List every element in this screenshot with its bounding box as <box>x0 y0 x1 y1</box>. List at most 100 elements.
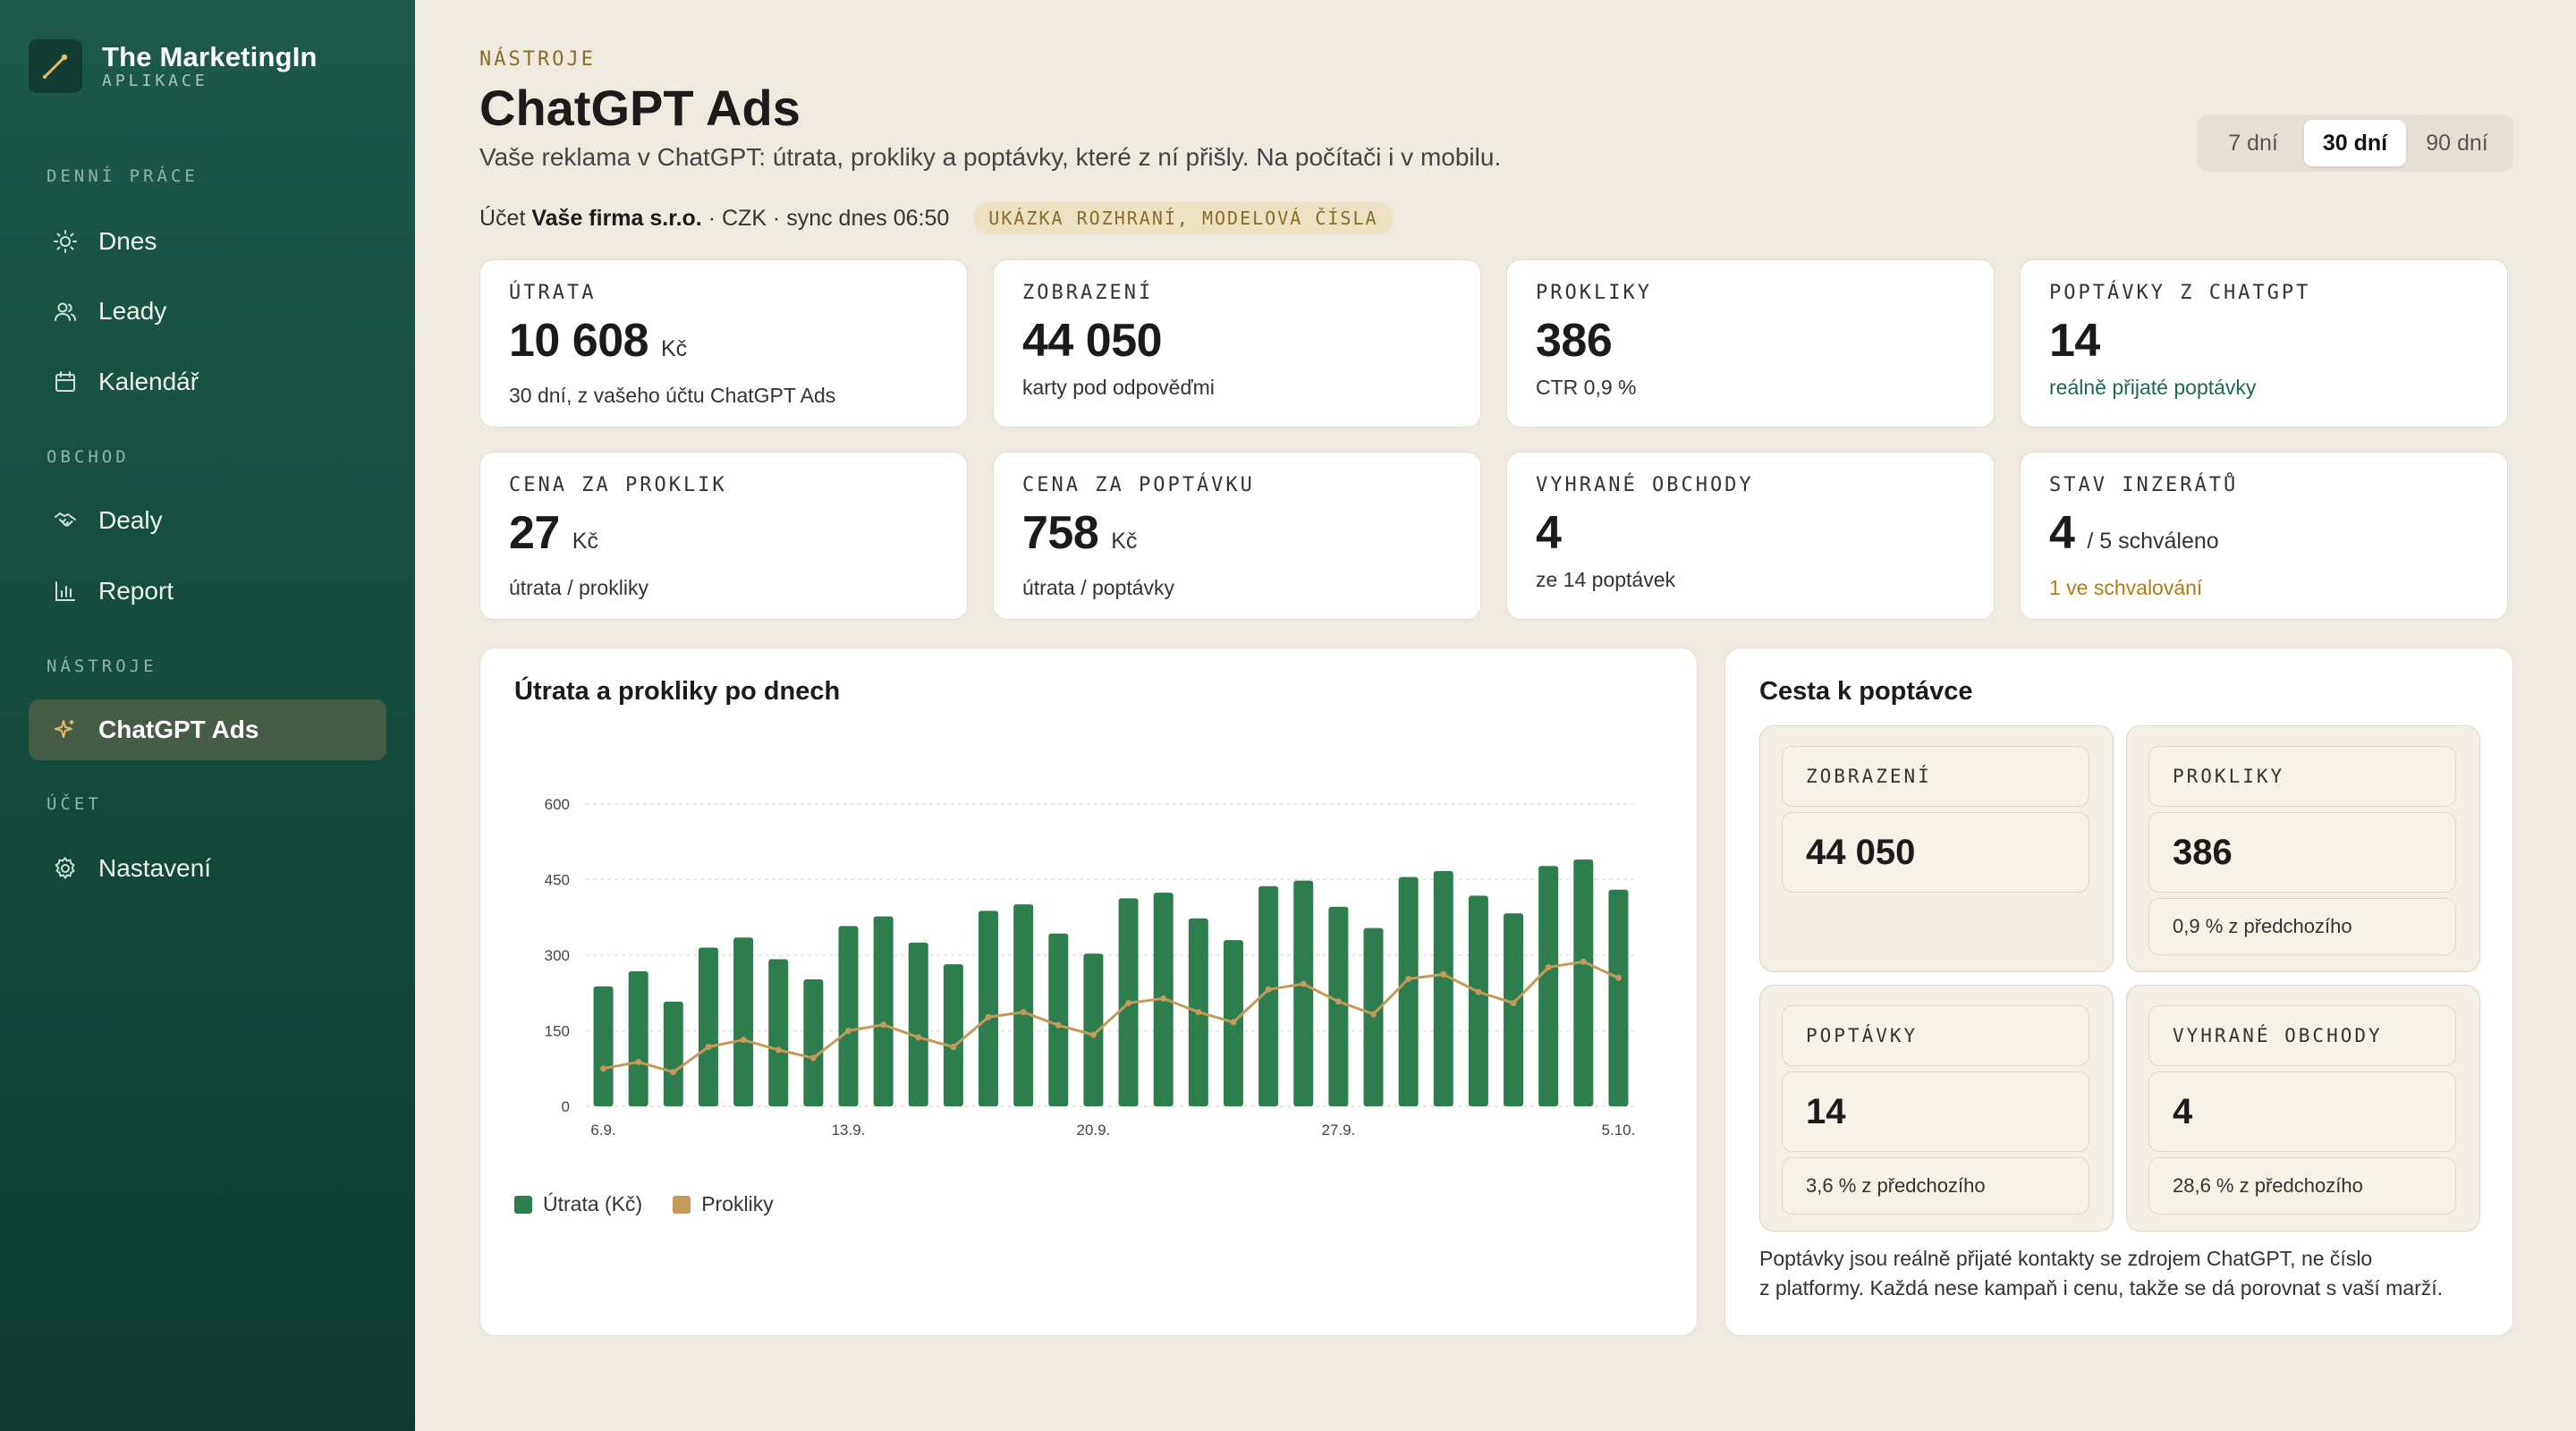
funnel-step-clicks: PROKLIKY 386 0,9 % z předchozího <box>2126 725 2480 972</box>
kpi-value: 758 Kč <box>1022 507 1452 567</box>
clicks-point <box>1440 970 1447 978</box>
kpi-label: VYHRANÉ OBCHODY <box>1536 474 1754 496</box>
chart-title: Útrata a prokliky po dnech <box>514 677 841 706</box>
clicks-point <box>705 1044 712 1051</box>
kpi-value: 4 / 5 schváleno <box>2049 507 2479 567</box>
clicks-point <box>635 1058 642 1065</box>
clicks-point <box>1475 988 1482 995</box>
kpi-value: 27 Kč <box>509 507 938 567</box>
sidebar-item-dealy[interactable]: Dealy <box>29 490 386 551</box>
brand-name: The MarketingIn <box>102 41 318 72</box>
bar <box>908 942 928 1106</box>
bar <box>1293 880 1314 1106</box>
sidebar-item-label: Nastavení <box>98 854 212 882</box>
kpi-note: CTR 0,9 % <box>1536 376 1637 399</box>
clicks-point <box>1614 974 1622 981</box>
kpi-note: reálně přijaté poptávky <box>2049 376 2257 399</box>
y-tick-label: 300 <box>545 947 570 964</box>
clicks-point <box>1089 1031 1097 1038</box>
gear-icon <box>50 853 80 884</box>
legend-swatch-clicks <box>673 1195 691 1214</box>
bar <box>1608 889 1629 1106</box>
range-30-days-button[interactable]: 30 dní <box>2304 120 2406 166</box>
kpi-label: CENA ZA POPTÁVKU <box>1022 474 1255 496</box>
kpi-label: CENA ZA PROKLIK <box>509 474 727 496</box>
sidebar-item-dnes[interactable]: Dnes <box>29 211 386 272</box>
funnel-step-note: 0,9 % z předchozího <box>2148 898 2456 955</box>
kpi-number: 44 050 <box>1022 315 1163 367</box>
brand-subtitle: APLIKACE <box>102 72 208 90</box>
clicks-point <box>1230 1019 1237 1026</box>
nav-section-account: ÚČET <box>47 794 102 814</box>
bar <box>1328 906 1349 1106</box>
kpi-note: útrata / poptávky <box>1022 576 1175 599</box>
sidebar-item-label: Report <box>98 577 174 605</box>
clicks-point <box>809 1054 817 1062</box>
kpi-number: 4 <box>1536 507 1562 559</box>
funnel-step-impressions: ZOBRAZENÍ 44 050 <box>1759 725 2114 972</box>
kpi-number: 758 <box>1022 507 1099 559</box>
kpi-value: 14 <box>2049 315 2479 367</box>
kpi-label: STAV INZERÁTŮ <box>2049 474 2239 496</box>
demo-badge: UKÁZKA ROZHRANÍ, MODELOVÁ ČÍSLA <box>974 202 1393 234</box>
account-meta: · CZK · sync dnes 06:50 <box>708 205 950 231</box>
kpi-label: ÚTRATA <box>509 282 597 304</box>
bar <box>1468 895 1488 1106</box>
funnel-footnote: Poptávky jsou reálně přijaté kontakty se… <box>1759 1244 2475 1303</box>
kpi-card-won-deals: VYHRANÉ OBCHODY 4 ze 14 poptávek <box>1506 452 1995 620</box>
clicks-point <box>950 1044 957 1051</box>
sidebar-item-kalendar[interactable]: Kalendář <box>29 351 386 412</box>
funnel-step-value: 386 <box>2148 812 2456 893</box>
y-tick-label: 600 <box>545 796 570 813</box>
kpi-unit: Kč <box>1111 529 1138 554</box>
kpi-note: 1 ve schvalování <box>2049 576 2203 599</box>
kpi-value: 386 <box>1536 315 1965 367</box>
bar <box>979 910 999 1106</box>
kpi-label: POPTÁVKY Z CHATGPT <box>2049 282 2311 304</box>
funnel-step-note: 3,6 % z předchozího <box>1782 1157 2089 1215</box>
bar <box>873 916 894 1106</box>
range-90-days-button[interactable]: 90 dní <box>2426 130 2488 156</box>
clicks-point <box>670 1069 677 1076</box>
funnel-step-label: ZOBRAZENÍ <box>1782 746 2089 807</box>
sidebar-item-nastaveni[interactable]: Nastavení <box>29 838 386 899</box>
sidebar-item-chatgpt-ads[interactable]: ChatGPT Ads <box>29 699 386 760</box>
kpi-label: PROKLIKY <box>1536 282 1652 304</box>
brand-logo-icon <box>29 39 82 93</box>
page-eyebrow: NÁSTROJE <box>479 48 596 71</box>
bar <box>943 964 963 1106</box>
clicks-point <box>845 1028 852 1034</box>
kpi-card-spend: ÚTRATA 10 608 Kč 30 dní, z vašeho účtu C… <box>479 259 968 428</box>
clicks-line <box>603 960 1620 1074</box>
bar <box>1504 913 1524 1106</box>
bar <box>593 986 614 1106</box>
x-tick-label: 27.9. <box>1321 1122 1355 1139</box>
funnel-step-label: PROKLIKY <box>2148 746 2456 807</box>
sparkle-icon <box>50 715 80 745</box>
sidebar-item-leady[interactable]: Leady <box>29 281 386 342</box>
clicks-point <box>1545 964 1552 971</box>
bar <box>1048 933 1069 1106</box>
sidebar-item-label: Leady <box>98 297 167 325</box>
clicks-point <box>1335 998 1342 1005</box>
sidebar-item-report[interactable]: Report <box>29 561 386 622</box>
clicks-point <box>1510 1000 1517 1007</box>
x-tick-label: 6.9. <box>590 1122 615 1139</box>
chart-legend: Útrata (Kč) Prokliky <box>514 1192 804 1216</box>
x-tick-label: 13.9. <box>832 1122 866 1139</box>
brand[interactable]: The MarketingIn APLIKACE <box>29 39 318 93</box>
page-title: ChatGPT Ads <box>479 80 801 136</box>
main-content: NÁSTROJE ChatGPT Ads Vaše reklama v Chat… <box>415 0 2576 1431</box>
clicks-point <box>1370 1011 1377 1018</box>
sidebar-item-label: Dealy <box>98 506 163 534</box>
kpi-label: ZOBRAZENÍ <box>1022 282 1154 304</box>
account-line: Účet Vaše firma s.r.o. · CZK · sync dnes… <box>479 202 1393 234</box>
kpi-number: 10 608 <box>509 315 649 367</box>
bar <box>1398 876 1419 1106</box>
range-7-days-button[interactable]: 7 dní <box>2228 130 2278 156</box>
bar <box>1538 866 1559 1106</box>
kpi-value: 10 608 Kč <box>509 315 938 375</box>
spend-clicks-chart: 0 150 300 450 600 6.9. 13.9. 20.9. 27.9. 5.10. <box>545 796 1636 1139</box>
clicks-point <box>1300 980 1307 987</box>
clicks-point <box>985 1013 992 1020</box>
